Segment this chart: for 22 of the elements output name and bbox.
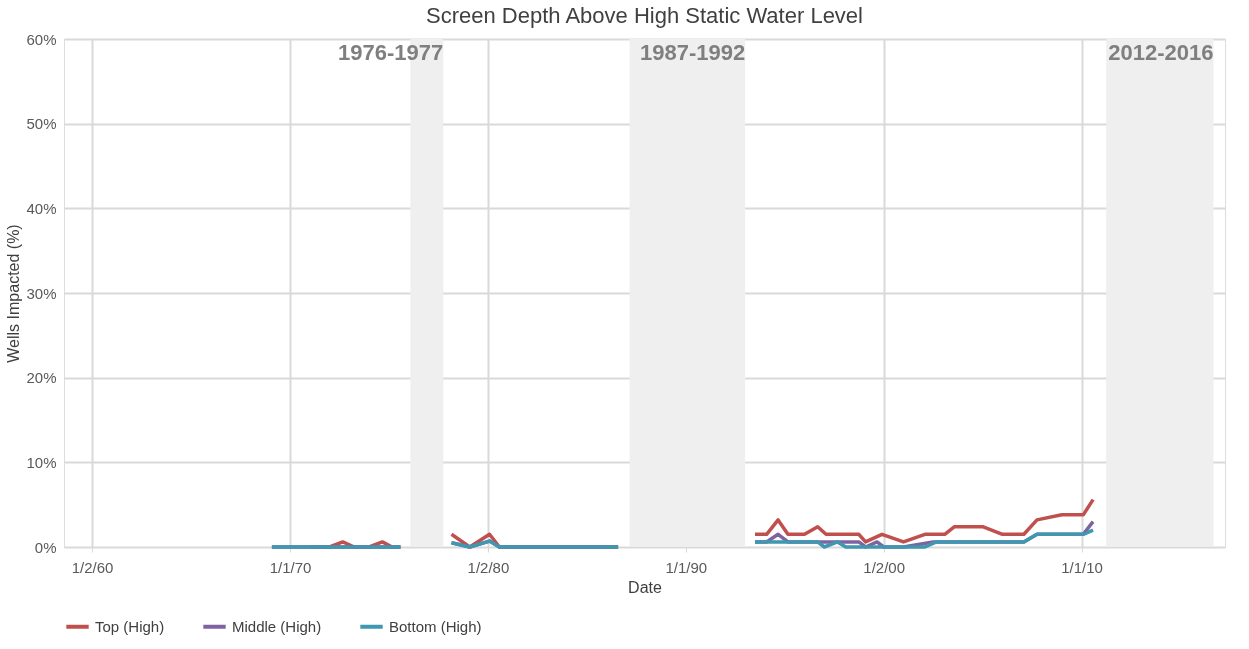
legend-label: Top (High) <box>95 617 165 635</box>
y-axis-title: Wells Impacted (%) <box>5 224 23 363</box>
x-tick-label: 1/1/10 <box>1061 558 1103 576</box>
band-label: 2012-2016 <box>1108 40 1214 65</box>
y-tick-label: 0% <box>34 538 57 556</box>
x-tick-label: 1/1/70 <box>269 558 312 576</box>
band-label: 1987-1992 <box>639 40 746 65</box>
y-tick-label: 60% <box>26 30 57 48</box>
x-tick-label: 1/2/80 <box>467 558 510 576</box>
x-axis-title: Date <box>628 578 662 596</box>
x-tick-label: 1/2/60 <box>71 558 114 576</box>
band-label: 1976-1977 <box>338 40 444 65</box>
legend-label: Middle (High) <box>232 617 322 635</box>
y-tick-label: 50% <box>26 115 57 133</box>
y-tick-label: 10% <box>26 453 57 471</box>
x-tick-label: 1/2/00 <box>863 558 906 576</box>
y-tick-label: 30% <box>26 284 57 302</box>
y-tick-label: 20% <box>26 369 57 387</box>
x-tick-label: 1/1/90 <box>665 558 708 576</box>
legend-label: Bottom (High) <box>389 617 482 635</box>
chart-title: Screen Depth Above High Static Water Level <box>426 3 863 28</box>
y-tick-label: 40% <box>26 199 57 217</box>
